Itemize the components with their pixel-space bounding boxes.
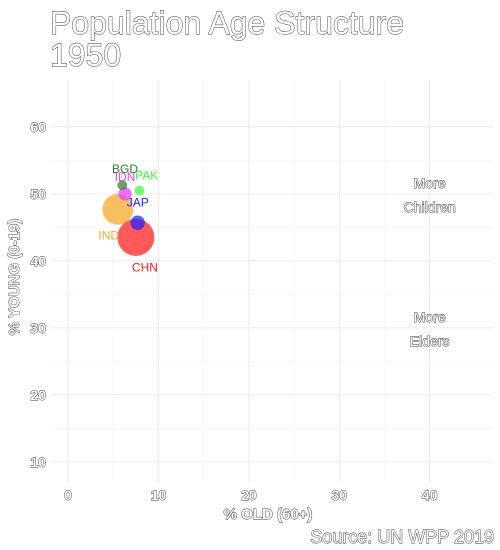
x-tick-label: 20 (241, 487, 257, 503)
y-tick-label: 10 (30, 454, 46, 470)
point-jap (130, 215, 145, 230)
x-axis-title: % OLD (60+) (224, 506, 313, 523)
y-tick-label: 50 (30, 186, 46, 202)
point-label-chn: CHN (132, 260, 158, 274)
annotation-1: More Children (404, 175, 456, 215)
x-tick-label: 10 (151, 487, 167, 503)
point-pak (134, 185, 145, 196)
point-label-bgd: BGD (112, 162, 138, 176)
x-tick-label: 0 (64, 487, 72, 503)
point-label-pak: PAK (135, 169, 158, 183)
y-tick-label: 40 (30, 253, 46, 269)
y-axis-title: % YOUNG (0-19) (6, 219, 23, 335)
point-label-ind: IND (98, 228, 119, 242)
y-tick-label: 20 (30, 387, 46, 403)
x-tick-label: 40 (422, 487, 438, 503)
y-tick-label: 60 (30, 119, 46, 135)
chart-title: Population Age Structure (50, 5, 404, 41)
grid (50, 80, 493, 482)
chart-subtitle: 1950 (50, 37, 121, 73)
x-axis-ticks: 0 10 20 30 40 (64, 487, 438, 504)
point-idn (118, 187, 132, 201)
data-points (102, 180, 155, 256)
y-tick-label: 30 (30, 320, 46, 336)
annotation-line: Children (404, 199, 456, 215)
annotation-line: More (414, 175, 446, 191)
annotation-line: More (414, 309, 446, 325)
y-axis-ticks: 10 20 30 40 50 60 (30, 118, 47, 470)
annotations: More Children More Elders (403, 174, 456, 349)
point-ind (102, 193, 134, 225)
point-chn (117, 218, 155, 256)
annotation-2: More Elders (410, 309, 450, 349)
point-label-idn: IDN (115, 170, 136, 184)
x-tick-label: 30 (332, 487, 348, 503)
point-bgd (117, 180, 128, 191)
annotation-line: Elders (410, 333, 450, 349)
source-caption: Source: UN WPP 2019 (310, 527, 494, 547)
point-label-jap: JAP (127, 196, 149, 210)
